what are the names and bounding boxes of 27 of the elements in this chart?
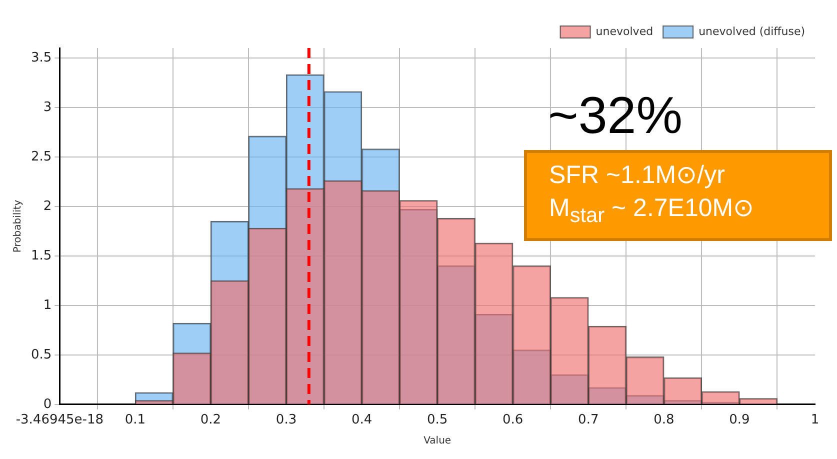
y-tick-label: 2.5 bbox=[30, 149, 52, 164]
annotation: SFR ~1.1M⊙/yr bbox=[549, 160, 726, 191]
x-tick-label: 0.8 bbox=[654, 412, 674, 428]
x-tick-label: 0.4 bbox=[351, 412, 372, 428]
y-tick-label: 0.5 bbox=[30, 347, 52, 362]
y-tick-label: 0 bbox=[43, 396, 52, 412]
x-tick-label: 0.5 bbox=[426, 412, 448, 428]
annotation: M$_{star}$ ~ 2.7E10M⊙ bbox=[549, 193, 756, 229]
y-tick-label: 3.5 bbox=[30, 50, 52, 66]
x-tick-label: 1 bbox=[810, 412, 820, 428]
x-axis-title: Value bbox=[424, 436, 452, 447]
x-tick-label: 0.1 bbox=[124, 412, 146, 428]
y-axis-title: Probability bbox=[12, 200, 24, 253]
y-tick-label: 3 bbox=[43, 100, 52, 115]
annotation: ~32% bbox=[548, 87, 682, 145]
y-tick-label: 1.5 bbox=[30, 248, 52, 264]
legend-label: unevolved bbox=[596, 24, 654, 38]
note-box: SFR ~1.1M⊙/yr M$_{star}$ ~ 2.7E10M⊙ bbox=[524, 150, 832, 241]
y-tick-label: 1 bbox=[43, 298, 52, 313]
x-tick-label: 0.7 bbox=[578, 412, 599, 428]
x-tick-label: 0.9 bbox=[729, 412, 750, 428]
y-tick-label: 2 bbox=[43, 198, 52, 214]
x-tick-label: 0.6 bbox=[502, 412, 524, 428]
x-tick-label: -3.46945e-18 bbox=[16, 412, 104, 428]
x-tick-label: 0.3 bbox=[276, 412, 297, 428]
legend-label: unevolved (diffuse) bbox=[698, 24, 806, 38]
x-tick-label: 0.2 bbox=[200, 412, 222, 428]
